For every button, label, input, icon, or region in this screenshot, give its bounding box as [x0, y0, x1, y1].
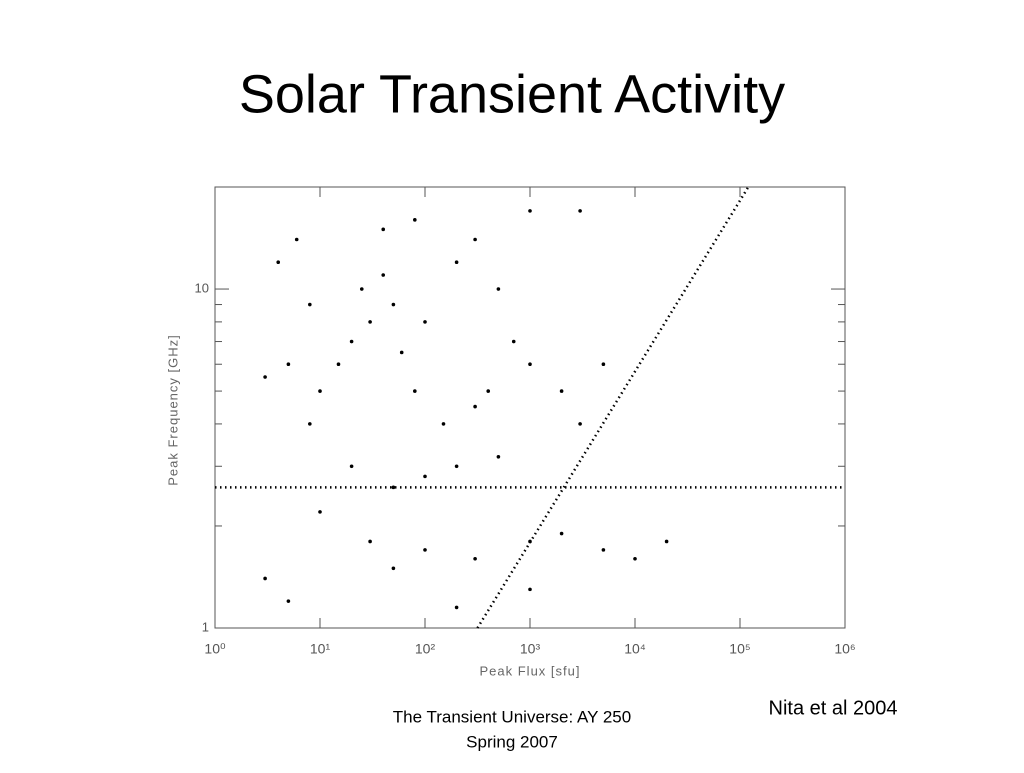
data-point: [413, 218, 417, 222]
x-tick-label: 10³: [520, 641, 541, 657]
data-point: [349, 339, 354, 344]
data-point: [423, 320, 427, 324]
data-point: [528, 539, 532, 544]
plot-frame: [214, 186, 846, 629]
data-point: [263, 375, 267, 379]
credit: Nita et al 2004: [769, 697, 898, 719]
data-point: [528, 587, 532, 592]
data-point: [413, 389, 417, 393]
data-point: [286, 599, 291, 603]
footer-line: Spring 2007: [466, 732, 558, 751]
data-point: [454, 605, 459, 610]
data-point: [473, 404, 477, 409]
data-point: [578, 422, 582, 426]
data-point: [381, 227, 386, 232]
x-tick-label: 10⁶: [834, 641, 855, 657]
data-point: [511, 339, 516, 344]
data-point: [578, 209, 582, 213]
data-point: [528, 209, 532, 213]
data-point: [601, 548, 606, 552]
data-point: [486, 389, 491, 393]
x-axis-label: Peak Flux [sfu]: [480, 663, 581, 678]
data-point: [381, 273, 386, 277]
data-point: [368, 320, 372, 324]
data-point: [496, 454, 501, 459]
x-tick-label: 10²: [415, 641, 436, 657]
x-tick-label: 10⁰: [204, 641, 226, 657]
data-point: [391, 566, 396, 571]
data-point: [454, 464, 459, 469]
x-tick-label: 10⁴: [624, 641, 646, 657]
data-point: [359, 287, 364, 291]
data-point: [559, 389, 564, 393]
data-point: [423, 548, 427, 552]
data-point: [559, 531, 564, 536]
data-point: [391, 302, 396, 307]
data-point: [308, 422, 312, 426]
data-point: [473, 557, 477, 561]
data-point: [286, 362, 291, 367]
data-point: [528, 362, 532, 367]
data-point: [441, 422, 446, 426]
footer-line: The Transient Universe: AY 250: [393, 707, 631, 726]
data-point: [294, 237, 299, 242]
data-point: [349, 464, 354, 469]
data-point: [423, 474, 427, 479]
data-point: [368, 539, 372, 544]
data-point: [391, 485, 396, 490]
y-axis-label: Peak Frequency [GHz]: [165, 334, 180, 486]
data-point: [454, 260, 459, 264]
data-point: [633, 557, 637, 561]
y-tick-label: 10: [195, 280, 209, 295]
data-point: [601, 362, 606, 367]
x-tick-label: 10¹: [310, 641, 331, 657]
x-tick-label: 10⁵: [729, 641, 750, 657]
data-point: [496, 287, 501, 291]
data-point: [263, 576, 267, 581]
data-point: [664, 539, 669, 544]
data-point: [399, 350, 404, 355]
data-point: [336, 362, 341, 367]
y-tick-label: 1: [202, 619, 209, 634]
data-point: [276, 260, 281, 264]
threshold-line: [476, 186, 750, 629]
data-point: [473, 237, 477, 242]
data-point: [308, 302, 312, 307]
slide-title: Solar Transient Activity: [239, 64, 785, 124]
data-point: [318, 510, 322, 514]
data-point: [318, 389, 322, 393]
